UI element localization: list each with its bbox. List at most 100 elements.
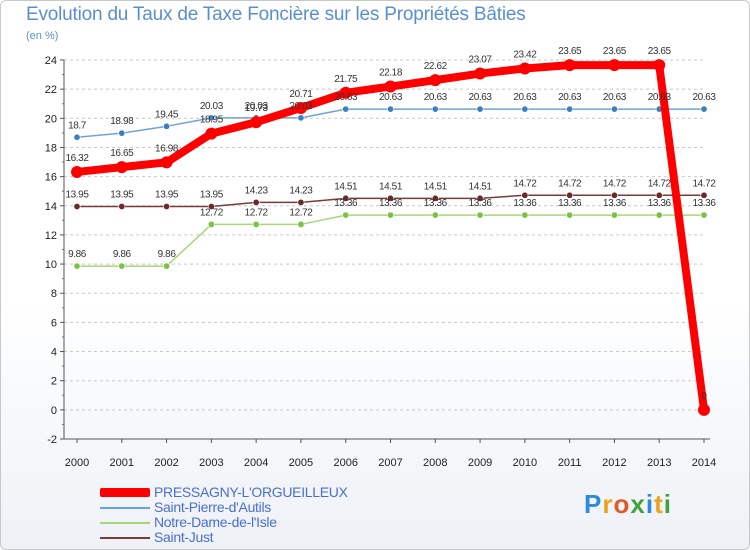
data-point [115,161,128,174]
data-point [521,191,529,199]
data-label: 14.72 [603,178,627,189]
x-tick-label: 2007 [378,457,402,469]
data-point [431,105,439,113]
data-point [566,105,574,113]
legend-label: Saint-Pierre-d'Autils [154,499,271,515]
data-label: 13.36 [424,198,448,209]
logo-letter: x [630,489,646,519]
data-label: 14.51 [469,181,493,192]
data-label: 13.95 [65,189,89,200]
data-label: 20.03 [200,101,224,112]
legend-swatch [100,507,150,509]
y-tick-label: 0 [51,405,57,417]
data-point [610,211,618,219]
data-point [566,211,574,219]
data-point [610,105,618,113]
chart-title: Evolution du Taux de Taxe Foncière sur l… [26,4,526,25]
y-tick-label: 2 [51,376,57,388]
data-label: 14.51 [334,181,358,192]
data-point [476,194,484,202]
data-label: 20.63 [558,92,582,103]
data-label: 23.07 [469,55,493,66]
y-tick-label: 10 [45,259,57,271]
data-point [700,105,708,113]
x-tick-label: 2009 [468,457,492,469]
data-label: 18.7 [68,120,87,131]
proxiti-logo: Proxiti [584,489,672,520]
data-point [429,74,442,87]
logo-letter: i [663,489,672,519]
legend-swatch [100,537,150,539]
data-label: 20.63 [692,92,716,103]
data-point [698,403,710,416]
data-label: 13.95 [155,189,179,200]
data-label: 0 [701,391,707,402]
y-tick-label: 24 [45,55,57,67]
legend-item-saint-pierre: Saint-Pierre-d'Autils [100,499,400,515]
series-layer [71,59,710,416]
data-point [655,191,663,199]
data-point [294,101,307,114]
data-point [386,194,394,202]
data-label: 21.75 [334,74,358,85]
data-point [610,191,618,199]
data-label: 14.23 [245,185,269,196]
logo-letter: t [654,489,664,519]
data-label: 13.36 [469,198,493,209]
data-point [207,220,215,228]
data-point [160,156,173,169]
data-point [207,202,215,210]
data-point [297,198,305,206]
data-point [342,194,350,202]
grid-lines [64,59,706,440]
data-point [700,211,708,219]
data-label: 20.63 [424,92,448,103]
data-label: 20.63 [648,92,672,103]
x-tick-label: 2010 [513,457,537,469]
data-point [431,194,439,202]
x-tick-label: 2002 [154,457,178,469]
data-point [608,59,621,72]
data-label: 23.42 [513,49,537,60]
x-tick-label: 2008 [423,457,447,469]
y-tick-label: -2 [47,434,57,446]
data-label: 23.65 [558,46,582,57]
data-point [163,202,171,210]
data-point [252,198,260,206]
data-point [476,105,484,113]
x-tick-label: 2014 [692,457,716,469]
legend-item-notre-dame: Notre-Dame-de-l'Isle [100,514,400,530]
data-point [521,105,529,113]
data-label: 13.36 [334,198,358,209]
logo-letter: r [602,489,614,519]
data-point [474,67,487,80]
data-point [118,129,126,137]
data-point [384,80,397,93]
data-label: 20.63 [603,92,627,103]
y-tick-label: 14 [45,201,57,213]
data-point [71,165,83,178]
data-label: 14.72 [648,178,672,189]
data-point [297,114,305,122]
data-label: 13.36 [648,198,672,209]
legend-label: PRESSAGNY-L'ORGUEILLEUX [154,484,348,500]
data-label: 9.86 [113,249,132,260]
data-point [476,211,484,219]
data-label: 13.95 [200,189,224,200]
legend-swatch [100,488,150,497]
data-label: 13.36 [513,198,537,209]
data-point [207,114,215,122]
x-tick-label: 2000 [65,457,89,469]
data-point [297,220,305,228]
x-tick-label: 2006 [333,457,357,469]
data-label: 20.63 [334,92,358,103]
data-label: 20.63 [379,92,403,103]
data-label: 9.86 [158,249,177,260]
data-label: 13.36 [603,198,627,209]
data-label: 20.03 [245,101,269,112]
legend-item-saint-just: Saint-Just [100,529,400,545]
x-tick-label: 2004 [244,457,268,469]
data-point [342,211,350,219]
data-label: 12.72 [200,207,224,218]
